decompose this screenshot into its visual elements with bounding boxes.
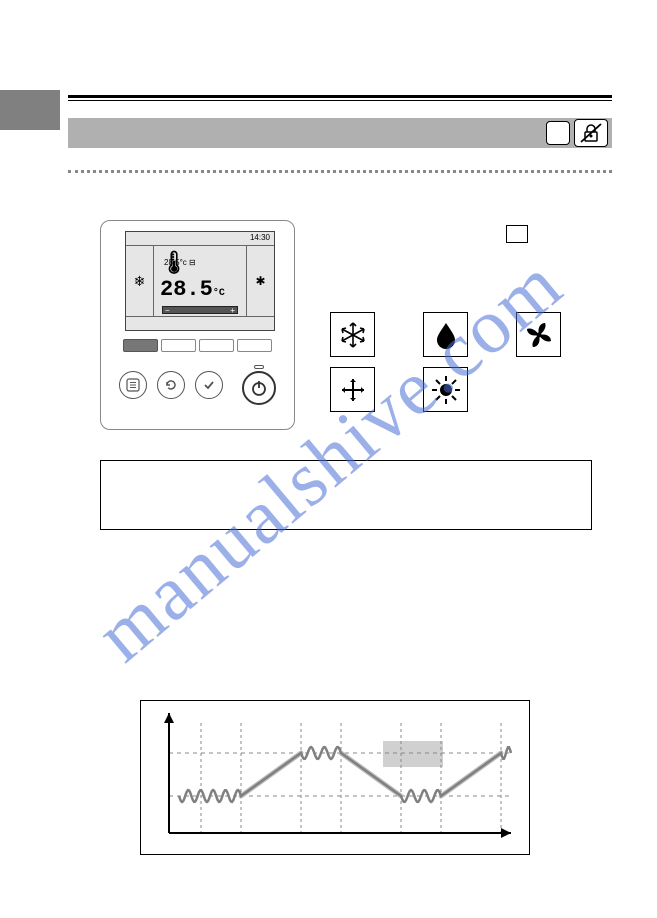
snowflake-icon: ❄ (134, 273, 146, 290)
screen-body: ❄ 28.5°c ⊟ 🌡28.5°C − + ✱ (126, 246, 274, 316)
power-button[interactable] (242, 371, 276, 405)
mode-icon-grid (330, 312, 561, 412)
title-bar (68, 118, 612, 148)
mode-heat-box (423, 367, 468, 412)
arrows-out-icon (338, 375, 368, 405)
remote-screen: 14:30 ❄ 28.5°c ⊟ 🌡28.5°C − + (125, 231, 275, 331)
back-button[interactable] (157, 371, 185, 399)
section-divider-dotted (68, 170, 612, 173)
menu-button[interactable] (119, 371, 147, 399)
function-key-2[interactable] (161, 339, 196, 352)
lock-status-box (574, 119, 608, 147)
remote-controller-diagram: 14:30 ❄ 28.5°c ⊟ 🌡28.5°C − + (100, 220, 295, 430)
minus-label: − (165, 306, 170, 315)
function-key-row (123, 339, 272, 352)
section-tab (0, 90, 60, 130)
function-key-3[interactable] (199, 339, 234, 352)
screen-fan-icon: ✱ (246, 246, 274, 316)
power-led (254, 365, 264, 369)
snowflake-icon (338, 320, 368, 350)
power-icon (250, 379, 268, 397)
ok-button[interactable] (195, 371, 223, 399)
rule-top-thin (68, 100, 612, 101)
temp-adjust-bar: − + (162, 306, 238, 314)
screen-temp-area: 28.5°c ⊟ 🌡28.5°C − + (154, 246, 246, 316)
screen-mode-icon: ❄ (126, 246, 154, 316)
mode-auto-box (330, 367, 375, 412)
function-key-4[interactable] (237, 339, 272, 352)
rule-top-thick (68, 95, 612, 98)
menu-icon (126, 378, 140, 392)
fan-icon (523, 319, 555, 351)
plus-label: + (230, 306, 235, 315)
empty-indicator-box (546, 121, 570, 145)
reference-box (506, 225, 528, 243)
chart-svg (141, 701, 531, 856)
temperature-chart (140, 700, 530, 855)
circle-button-row (119, 365, 276, 405)
back-icon (163, 377, 179, 393)
screen-time: 14:30 (126, 232, 274, 246)
sun-icon (430, 374, 462, 406)
lock-crossed-icon (578, 122, 604, 144)
note-box (100, 460, 592, 530)
manual-page: 14:30 ❄ 28.5°c ⊟ 🌡28.5°C − + (0, 0, 657, 918)
droplet-icon (433, 320, 459, 350)
screen-footer (126, 316, 274, 330)
mode-empty-slot (516, 367, 561, 412)
mode-cool-box (330, 312, 375, 357)
room-temp-display: 🌡28.5°C (160, 251, 246, 302)
fan-icon: ✱ (255, 274, 265, 288)
function-key-1[interactable] (123, 339, 158, 352)
power-button-group (242, 365, 276, 405)
mode-dry-box (423, 312, 468, 357)
mode-fan-box (516, 312, 561, 357)
check-icon (202, 378, 216, 392)
